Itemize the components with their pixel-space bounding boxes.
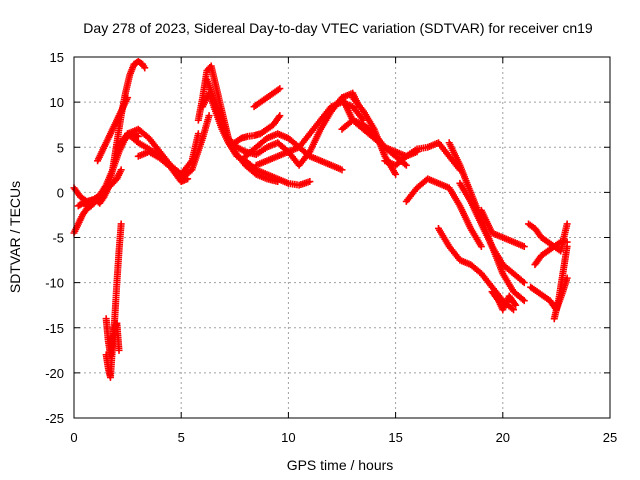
series-arc-late-5 [488, 288, 520, 314]
chart-title: Day 278 of 2023, Sidereal Day-to-day VTE… [83, 20, 593, 36]
data-point [205, 112, 213, 120]
x-tick-label: 10 [281, 430, 295, 445]
data-point [117, 220, 125, 228]
series-arc-drop-2 [102, 315, 123, 359]
data-point [276, 85, 284, 93]
data-point [512, 301, 520, 309]
series-arc-early-low [70, 166, 125, 237]
y-tick-label: 10 [50, 95, 64, 110]
data-point [338, 166, 346, 174]
y-tick-label: -15 [45, 321, 64, 336]
series-arc-final-2 [531, 238, 571, 269]
series-arc-morning-3 [134, 148, 192, 186]
data-point [520, 279, 528, 287]
y-tick-label: -5 [52, 231, 64, 246]
data-point [520, 243, 528, 251]
x-tick-label: 0 [70, 430, 77, 445]
x-tick-label: 5 [178, 430, 185, 445]
y-tick-label: 15 [50, 50, 64, 65]
y-tick-label: -10 [45, 276, 64, 291]
data-point [392, 170, 400, 178]
series-arc-mid-mid [242, 130, 346, 174]
data-point [563, 243, 571, 251]
series-arc-fifteen-b [402, 175, 485, 251]
data-point [508, 304, 516, 312]
series-arc-late-3 [456, 179, 528, 287]
data-point [563, 220, 571, 228]
data-point [141, 64, 149, 72]
data-point [276, 112, 284, 120]
x-tick-label: 15 [388, 430, 402, 445]
data-point [520, 297, 528, 305]
y-tick-label: -20 [45, 366, 64, 381]
data-point [510, 306, 518, 314]
data-point [519, 277, 527, 285]
y-axis-label: SDTVAR / TECUs [7, 181, 23, 293]
data-point [184, 175, 192, 183]
data-point [124, 94, 132, 102]
data-points [70, 58, 571, 381]
y-tick-label: 5 [57, 140, 64, 155]
data-point [117, 166, 125, 174]
data-point [115, 346, 123, 354]
data-point [402, 161, 410, 169]
series-arc-final-4 [550, 243, 571, 323]
series-arc-fifteen [381, 139, 464, 174]
plot-frame [73, 56, 611, 419]
y-tick-label: 0 [57, 185, 64, 200]
series-arc-drop [102, 220, 125, 381]
data-point [401, 160, 409, 168]
y-tick-label: -25 [45, 411, 64, 426]
data-point [519, 295, 527, 303]
series-arc-late-4 [477, 206, 528, 251]
series-arc-upper-1 [94, 94, 132, 165]
data-point [194, 130, 202, 138]
data-point [306, 178, 314, 186]
data-point [477, 243, 485, 251]
data-point [134, 132, 142, 140]
data-point [511, 300, 519, 308]
series-arc-upper-mid-2 [231, 112, 284, 147]
x-tick-label: 20 [496, 430, 510, 445]
grid [74, 57, 610, 418]
x-axis-label: GPS time / hours [287, 457, 394, 473]
series-arc-upper-mid [250, 85, 284, 111]
x-tick-label: 25 [603, 430, 617, 445]
data-point [275, 113, 283, 121]
